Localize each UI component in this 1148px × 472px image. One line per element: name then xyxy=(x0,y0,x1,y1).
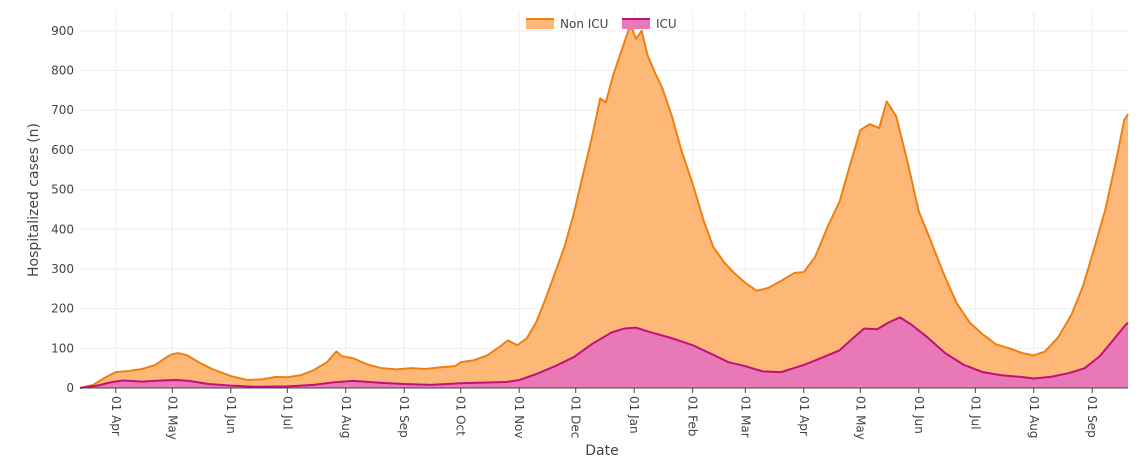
x-tick-label: 01 Feb xyxy=(686,396,700,436)
y-tick-label: 100 xyxy=(51,341,74,355)
x-tick-label: 01 Aug xyxy=(339,396,353,439)
x-tick-label: 01 Apr xyxy=(797,396,811,436)
legend-swatch-icu xyxy=(622,19,650,29)
x-tick-label: 01 Jul xyxy=(280,396,294,430)
y-tick-label: 700 xyxy=(51,103,74,117)
x-tick-label: 01 Dec xyxy=(569,396,583,438)
x-tick-label: 01 Jun xyxy=(224,396,238,434)
legend-label-non-icu: Non ICU xyxy=(560,17,608,31)
y-tick-label: 800 xyxy=(51,64,74,78)
x-tick-label: 01 Sep xyxy=(397,396,411,438)
y-tick-label: 300 xyxy=(51,262,74,276)
legend-item-non-icu[interactable]: Non ICU xyxy=(526,17,608,31)
legend-item-icu[interactable]: ICU xyxy=(622,17,677,31)
series-line-icu[interactable] xyxy=(79,316,1129,389)
legend: Non ICU ICU xyxy=(526,17,677,31)
x-tick-label: 01 May xyxy=(853,396,867,440)
y-tick-label: 400 xyxy=(51,222,74,236)
x-tick-label: 01 Jan xyxy=(627,396,641,434)
x-tick-label: 01 Mar xyxy=(738,396,752,438)
x-tick-label: 01 Jun xyxy=(912,396,926,434)
y-tick-label: 0 xyxy=(66,381,74,395)
series-line-non-icu[interactable] xyxy=(79,23,1129,389)
y-tick-label: 200 xyxy=(51,302,74,316)
x-tick-label: 01 Nov xyxy=(512,396,526,439)
x-tick-label: 01 Apr xyxy=(109,396,123,436)
x-tick-label: 01 Oct xyxy=(454,396,468,436)
area-fill-icu xyxy=(80,317,1128,388)
x-tick-label: 01 Jul xyxy=(968,396,982,430)
x-axis-title: Date xyxy=(585,443,618,459)
y-tick-label: 600 xyxy=(51,143,74,157)
legend-label-icu: ICU xyxy=(656,17,677,31)
x-tick-label: 01 Sep xyxy=(1085,396,1099,438)
y-tick-label: 900 xyxy=(51,24,74,38)
y-axis-title: Hospitalized cases (n) xyxy=(26,123,42,277)
axes: 0 100 200 300 400 500 600 700 800 900 01 Apr 01 May… xyxy=(51,24,1128,440)
legend-swatch-non-icu xyxy=(526,19,554,29)
y-tick-label: 500 xyxy=(51,183,74,197)
x-tick-label: 01 May xyxy=(165,396,179,440)
area-series xyxy=(79,23,1129,389)
area-fill-non-icu xyxy=(80,24,1128,388)
x-tick-label: 01 Aug xyxy=(1027,396,1041,439)
